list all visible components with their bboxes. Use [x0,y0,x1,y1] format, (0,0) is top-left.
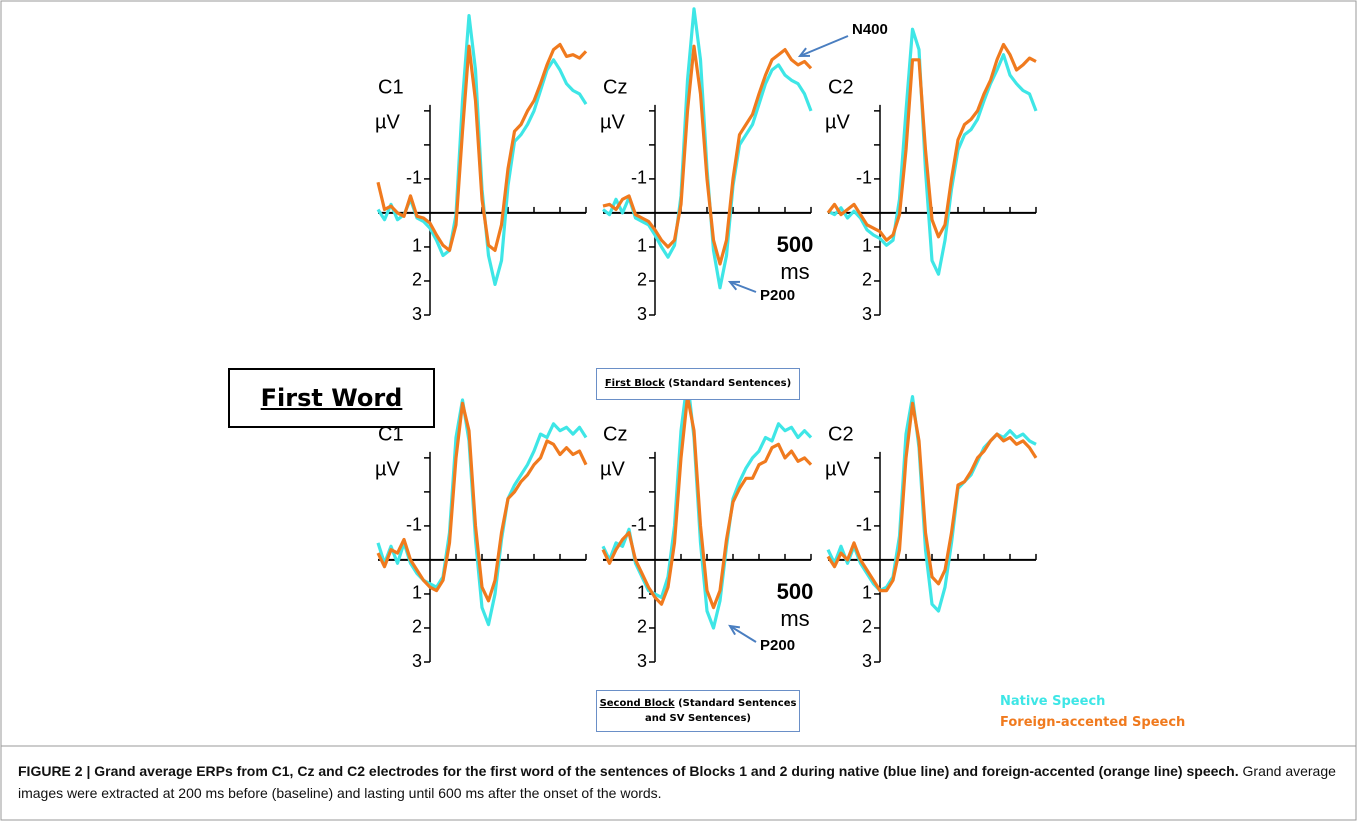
y-tick-label: -1 [631,168,647,188]
block-detail: (Standard Sentences) [664,378,792,389]
y-tick-label: 1 [862,583,872,603]
erp-line [376,14,588,286]
annotation-arrowhead [797,47,811,58]
scale-unit: ms [780,259,809,284]
erp-line [826,401,1038,593]
block-label: First Block (Standard Sentences) [596,368,800,400]
legend-entry: Foreign-accented Speech [1000,715,1186,730]
block-name: Second Block [599,698,675,709]
caption-title: FIGURE 2 | Grand average ERPs from C1, C… [18,763,1239,779]
y-axis-label: µV [825,111,851,133]
block-name: First Block [604,378,665,389]
y-axis-label: µV [375,458,401,480]
y-tick-label: 2 [412,270,422,290]
panel-title: C2 [828,76,854,98]
annotation: P200 [760,287,795,304]
label-box: First Word [228,368,435,428]
erp-line [376,401,588,603]
y-tick-label: 2 [862,617,872,637]
y-axis-label: µV [600,111,626,133]
panel-title: C1 [378,423,404,445]
y-tick-label: 2 [412,617,422,637]
y-tick-label: 3 [862,651,872,671]
annotation: P200 [760,637,795,654]
y-tick-label: 3 [412,651,422,671]
annotation-arrow [799,35,849,57]
y-tick-label: 1 [637,583,647,603]
y-tick-label: 1 [412,236,422,256]
y-tick-label: -1 [406,168,422,188]
annotation-arrowhead [728,624,741,636]
annotation-arrow [729,281,757,293]
y-tick-label: 1 [637,236,647,256]
annotation-arrowhead [727,280,741,291]
scale-label: 500 [777,232,814,257]
erp-line [602,44,813,266]
y-tick-label: 2 [637,270,647,290]
y-axis-label: µV [600,458,626,480]
panel-title: C2 [828,423,854,445]
erp-line [376,398,588,627]
caption: FIGURE 2 | Grand average ERPs from C1, C… [18,760,1338,804]
y-tick-label: 2 [862,270,872,290]
erp-line [827,27,1038,276]
caption-text: Grand average images were extracted at 2… [18,763,1336,801]
y-tick-label: 1 [862,236,872,256]
block-detail: (Standard Sentences and SV Sentences) [645,698,797,724]
y-tick-label: 3 [412,304,422,324]
scale-label: 500 [777,579,814,604]
annotation: N400 [852,21,888,38]
y-tick-label: 3 [637,651,647,671]
scale-unit: ms [780,606,809,631]
y-tick-label: 3 [862,304,872,324]
y-tick-label: 3 [637,304,647,324]
y-tick-label: -1 [631,515,647,535]
panel-title: Cz [603,423,627,445]
panel-title: Cz [603,76,627,98]
y-tick-label: -1 [406,515,422,535]
erp-line [826,42,1037,242]
y-axis-label: µV [375,111,401,133]
panel-title: C1 [378,76,404,98]
erp-line [376,42,588,252]
legend-entry: Native Speech [1000,694,1106,709]
y-tick-label: 1 [412,583,422,603]
annotation-arrow [729,625,757,643]
y-tick-label: -1 [856,515,872,535]
y-tick-label: 2 [637,617,647,637]
erp-line [601,395,813,610]
y-tick-label: -1 [856,168,872,188]
y-axis-label: µV [825,458,851,480]
block-label: Second Block (Standard Sentences and SV … [596,690,800,732]
